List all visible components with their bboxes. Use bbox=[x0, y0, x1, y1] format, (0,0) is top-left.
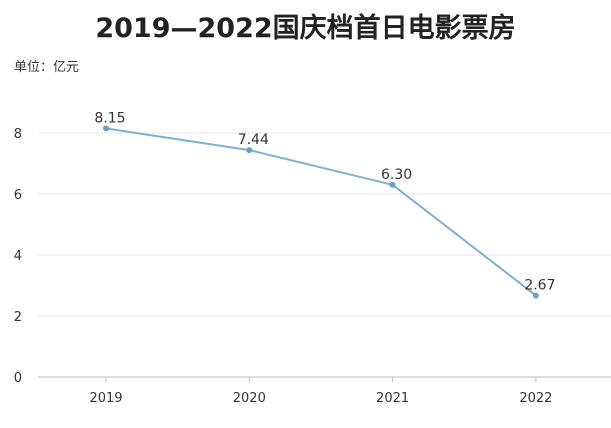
x-tick-label: 2019 bbox=[89, 391, 122, 406]
y-axis-ticks: 0 2 4 6 8 bbox=[14, 127, 22, 386]
series-line bbox=[105, 127, 537, 297]
y-tick-label: 6 bbox=[14, 188, 22, 203]
data-labels: 8.15 7.44 6.30 2.67 bbox=[94, 110, 555, 293]
data-point bbox=[389, 181, 396, 188]
y-tick-label: 2 bbox=[14, 310, 22, 325]
x-axis-ticks: 2019 2020 2021 2022 bbox=[89, 377, 552, 406]
unit-label: 单位：亿元 bbox=[14, 60, 80, 75]
data-point bbox=[103, 125, 109, 132]
data-points bbox=[103, 125, 539, 299]
data-point bbox=[532, 292, 539, 299]
y-tick-label: 0 bbox=[14, 371, 22, 386]
y-tick-label: 4 bbox=[14, 249, 22, 264]
chart-title: 2019—2022国庆档首日电影票房 bbox=[95, 13, 516, 44]
y-tick-label: 8 bbox=[14, 127, 22, 142]
data-label: 2.67 bbox=[524, 278, 555, 294]
data-label: 6.30 bbox=[381, 167, 412, 183]
x-tick-label: 2020 bbox=[233, 391, 266, 406]
series-line-path bbox=[105, 127, 537, 297]
data-label: 8.15 bbox=[94, 110, 125, 126]
data-label: 7.44 bbox=[238, 132, 269, 148]
data-point bbox=[246, 147, 253, 154]
x-tick-label: 2022 bbox=[519, 391, 552, 406]
x-tick-label: 2021 bbox=[376, 391, 409, 406]
